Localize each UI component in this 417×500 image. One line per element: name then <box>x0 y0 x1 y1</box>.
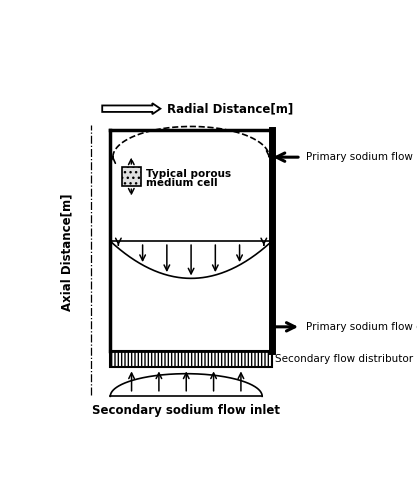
Text: Secondary flow distributor: Secondary flow distributor <box>275 354 413 364</box>
Text: Secondary sodium flow inlet: Secondary sodium flow inlet <box>92 404 280 417</box>
Bar <box>110 351 272 367</box>
Text: medium cell: medium cell <box>146 178 218 188</box>
Bar <box>122 167 141 186</box>
Text: Typical porous: Typical porous <box>146 168 231 178</box>
Text: Axial Distance[m]: Axial Distance[m] <box>60 194 73 311</box>
Text: Radial Distance[m]: Radial Distance[m] <box>167 102 293 115</box>
Bar <box>110 130 272 351</box>
FancyArrow shape <box>102 103 161 114</box>
Text: Primary sodium flow inlet: Primary sodium flow inlet <box>306 152 417 162</box>
Text: Primary sodium flow exit: Primary sodium flow exit <box>306 322 417 332</box>
